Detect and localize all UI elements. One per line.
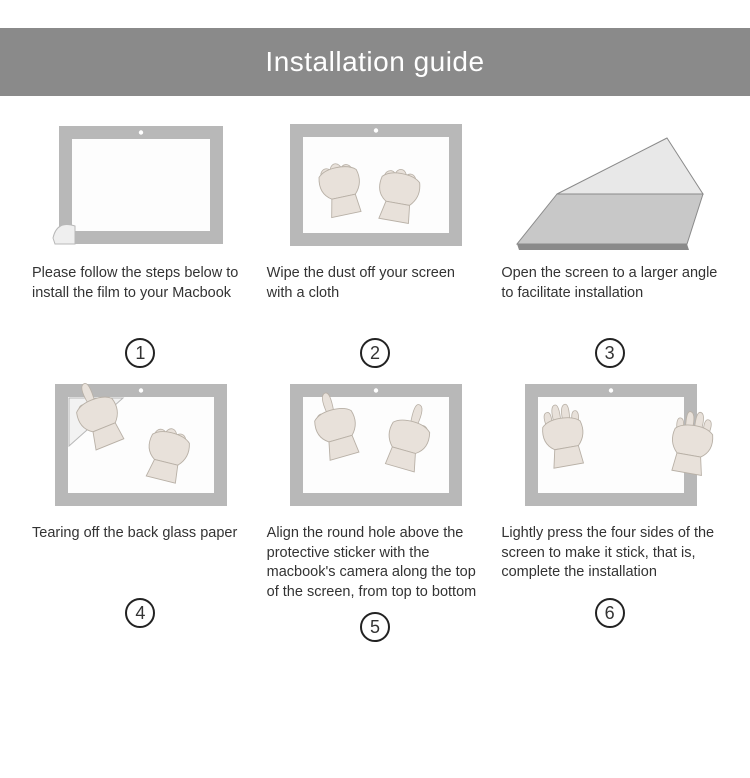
step-5: Align the round hole above the protectiv… xyxy=(267,378,484,652)
step-3: Open the screen to a larger angle to fac… xyxy=(501,118,718,378)
steps-grid: Please follow the steps below to install… xyxy=(0,96,750,652)
step-5-illustration xyxy=(267,378,484,518)
step-1-illustration xyxy=(32,118,249,258)
page-title: Installation guide xyxy=(0,28,750,96)
step-2-number: 2 xyxy=(267,338,484,368)
step-4-illustration xyxy=(32,378,249,518)
step-3-caption: Open the screen to a larger angle to fac… xyxy=(501,264,718,328)
step-6: Lightly press the four sides of the scre… xyxy=(501,378,718,652)
step-5-caption: Align the round hole above the protectiv… xyxy=(267,524,484,602)
step-4: Tearing off the back glass paper 4 xyxy=(32,378,249,652)
step-6-illustration xyxy=(501,378,718,518)
step-2: Wipe the dust off your screen with a clo… xyxy=(267,118,484,378)
step-6-caption: Lightly press the four sides of the scre… xyxy=(501,524,718,588)
step-3-number: 3 xyxy=(501,338,718,368)
step-3-illustration xyxy=(501,118,718,258)
step-4-number: 4 xyxy=(32,598,249,628)
step-5-number: 5 xyxy=(267,612,484,642)
step-4-caption: Tearing off the back glass paper xyxy=(32,524,237,588)
step-1-caption: Please follow the steps below to install… xyxy=(32,264,249,328)
step-6-number: 6 xyxy=(501,598,718,628)
step-1-number: 1 xyxy=(32,338,249,368)
step-2-illustration xyxy=(267,118,484,258)
step-2-caption: Wipe the dust off your screen with a clo… xyxy=(267,264,484,328)
step-1: Please follow the steps below to install… xyxy=(32,118,249,378)
